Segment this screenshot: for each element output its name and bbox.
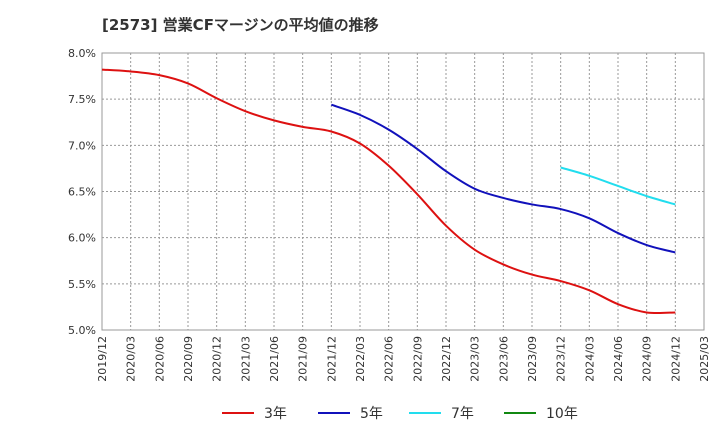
x-tick-label: 2023/03 — [469, 336, 482, 382]
legend-label: 5年 — [360, 406, 383, 422]
x-tick-label: 2025/03 — [698, 336, 711, 382]
x-tick-label: 2020/03 — [125, 336, 138, 382]
x-tick-label: 2024/06 — [612, 336, 625, 382]
y-tick-label: 5.5% — [68, 278, 96, 291]
chart-title: [2573] 営業CFマージンの平均値の推移 — [102, 16, 379, 34]
x-tick-label: 2022/09 — [411, 336, 424, 382]
legend-label: 10年 — [546, 406, 578, 422]
y-axis: 5.0% 5.5% 6.0% 6.5% 7.0% 7.5% 8.0% — [68, 47, 96, 337]
legend: 3年 5年 7年 10年 — [222, 406, 578, 422]
x-tick-label: 2021/12 — [325, 336, 338, 382]
y-tick-label: 8.0% — [68, 47, 96, 60]
legend-label: 3年 — [264, 406, 287, 422]
x-tick-label: 2021/09 — [297, 336, 310, 382]
x-tick-label: 2022/03 — [354, 336, 367, 382]
grid-lines — [102, 53, 704, 330]
series-line-1 — [101, 68, 676, 315]
x-tick-label: 2024/12 — [669, 336, 682, 382]
plot-area-border — [101, 52, 705, 331]
series-line-2 — [330, 103, 676, 254]
series-line-3 — [560, 166, 676, 206]
x-tick-label: 2020/09 — [182, 336, 195, 382]
x-tick-label: 2024/09 — [641, 336, 654, 382]
x-tick-label: 2024/03 — [583, 336, 596, 382]
x-axis: 2019/12 2020/03 2020/06 2020/09 2020/12 2021/… — [96, 336, 711, 382]
y-tick-label: 5.0% — [68, 324, 96, 337]
x-tick-label: 2023/06 — [497, 336, 510, 382]
x-tick-label: 2019/12 — [96, 336, 109, 382]
y-tick-label: 7.0% — [68, 139, 96, 152]
y-tick-label: 7.5% — [68, 93, 96, 106]
x-tick-label: 2022/06 — [383, 336, 396, 382]
series-lines — [101, 68, 676, 315]
x-tick-label: 2023/12 — [555, 336, 568, 382]
x-tick-label: 2021/03 — [239, 336, 252, 382]
legend-label: 7年 — [451, 406, 474, 422]
x-tick-label: 2023/09 — [526, 336, 539, 382]
y-tick-label: 6.0% — [68, 232, 96, 245]
x-tick-label: 2020/06 — [153, 336, 166, 382]
x-tick-label: 2021/06 — [268, 336, 281, 382]
y-tick-label: 6.5% — [68, 186, 96, 199]
x-tick-label: 2020/12 — [211, 336, 224, 382]
x-tick-label: 2022/12 — [440, 336, 453, 382]
